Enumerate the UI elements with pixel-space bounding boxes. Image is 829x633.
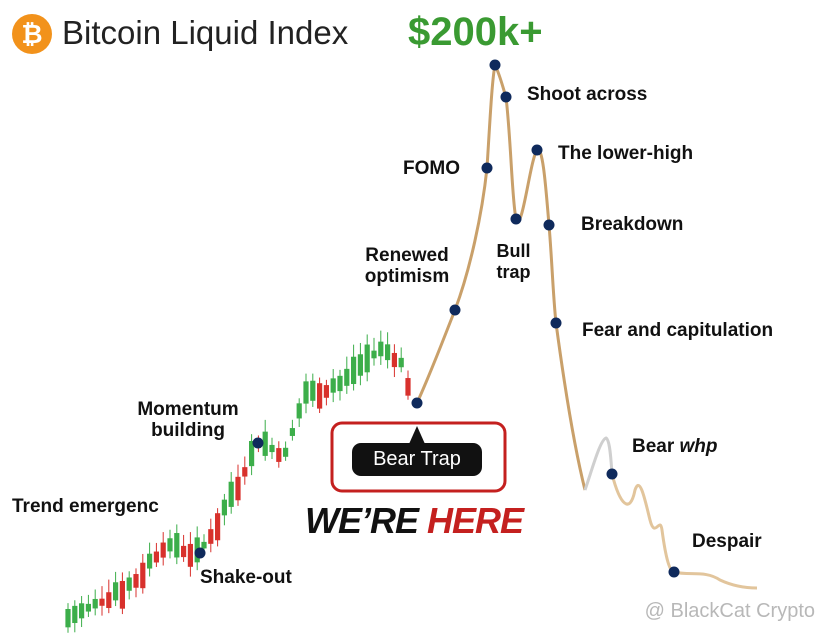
candle-body [262, 431, 268, 456]
candle-body [181, 545, 187, 558]
headline-dark: WE’RE [305, 500, 419, 541]
phase-label: Fear and capitulation [582, 320, 774, 341]
candle-body [323, 385, 329, 398]
phase-label: Trend emergenc [12, 496, 159, 517]
candle-body [140, 562, 146, 589]
candle-body [119, 580, 125, 609]
dot [252, 437, 264, 449]
price-target: $200k+ [408, 10, 543, 54]
phase-label: Momentum building [137, 399, 239, 441]
dot [543, 219, 555, 231]
callout-pointer [409, 426, 425, 444]
candle-body [364, 344, 370, 373]
dot [606, 468, 618, 480]
candle-body [208, 529, 214, 544]
candle-body [398, 357, 404, 368]
candle-body [153, 551, 159, 563]
candle-body [65, 608, 71, 628]
candle-body [357, 354, 363, 376]
candle-body [113, 582, 119, 601]
candle-body [371, 350, 377, 359]
phase-label: Breakdown [581, 214, 684, 235]
phase-label: Bull trap [496, 241, 531, 282]
candle-body [126, 577, 132, 591]
phase-label: Bear whp [632, 436, 718, 457]
phase-label: Shoot across [527, 84, 648, 105]
decline-curve [610, 473, 758, 590]
candle-body [351, 356, 357, 385]
candle-body [215, 513, 221, 541]
candle-body [228, 481, 234, 507]
phase-label: Shake-out [200, 567, 292, 588]
phase-label-word: Bear [632, 436, 675, 457]
candle-body [174, 533, 180, 558]
candle-body [391, 352, 397, 368]
dot [481, 162, 493, 174]
candle-body [147, 553, 153, 569]
candle-body [378, 341, 384, 357]
candle-body [310, 380, 316, 401]
candle-body [249, 440, 255, 467]
dot [500, 91, 512, 103]
candle-body [72, 605, 78, 624]
candle-body [221, 499, 227, 516]
candle-body [79, 603, 85, 619]
watermark: @ BlackCat Crypto [644, 600, 815, 622]
callout-label: Bear Trap [352, 443, 482, 476]
phase-label: FOMO [403, 158, 460, 179]
candle-body [85, 603, 91, 612]
candle-body [317, 383, 323, 409]
headline-red: HERE [427, 500, 524, 541]
dot [510, 213, 522, 225]
bear-bounce-ghost [583, 436, 614, 491]
candle-body [160, 542, 166, 558]
candle-body [167, 538, 173, 552]
dot [194, 547, 206, 559]
phase-label-suffix: whp [679, 436, 718, 457]
title: Bitcoin Liquid Index [62, 14, 349, 51]
headline: WE’RE HERE [305, 500, 524, 542]
candle-body [289, 428, 295, 436]
candle-body [235, 476, 241, 501]
dot [668, 566, 680, 578]
candle-body [106, 592, 112, 609]
callout-box [330, 421, 507, 493]
candle-body [330, 378, 336, 393]
candle-body [276, 448, 282, 462]
candlesticks [65, 330, 411, 633]
candle-body [283, 447, 289, 457]
candle-body [92, 598, 98, 609]
dot [489, 59, 501, 71]
candle-body [303, 381, 309, 404]
candle-body [337, 375, 343, 392]
phase-label: The lower-high [558, 143, 694, 164]
candle-body [187, 543, 193, 567]
candle-body [344, 368, 350, 386]
candle-body [405, 378, 411, 396]
dot [531, 144, 543, 156]
candle-body [269, 444, 275, 453]
cycle-curve [415, 60, 587, 491]
phase-label: Renewed optimism [364, 245, 450, 287]
candle-body [99, 598, 105, 606]
milestone-dots [194, 59, 680, 578]
dot [449, 304, 461, 316]
candle-body [385, 344, 391, 361]
phase-label: Despair [692, 531, 762, 552]
candle-body [201, 541, 207, 549]
dot [411, 397, 423, 409]
candle-body [296, 403, 302, 419]
candle-body [133, 574, 139, 588]
candle-body [242, 467, 248, 477]
dot [550, 317, 562, 329]
bitcoin-icon: ₿ [12, 14, 52, 54]
